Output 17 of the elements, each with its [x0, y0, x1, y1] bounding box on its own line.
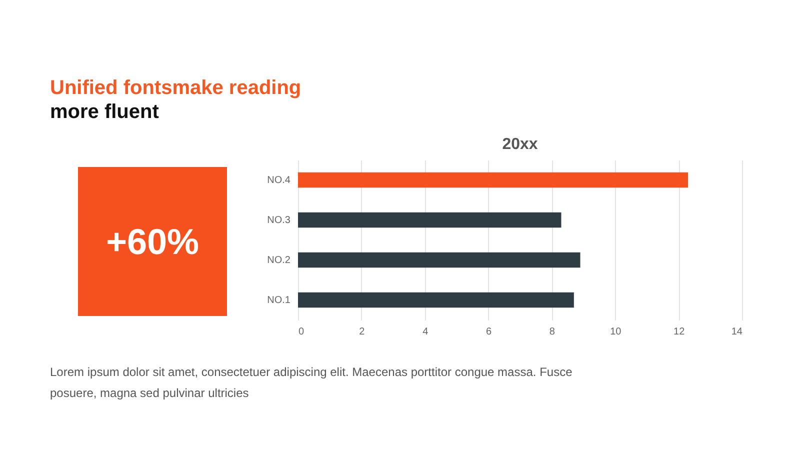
x-tick-label: 6: [486, 326, 492, 338]
x-tick-label: 10: [610, 326, 622, 338]
x-tick-label: 2: [359, 326, 366, 338]
chart-title: 20xx: [502, 136, 538, 153]
text: Unified fontsmake reading: [50, 76, 302, 100]
x-tick-label: 0: [298, 326, 304, 338]
x-tick-label: 4: [422, 326, 429, 338]
y-tick-label: NO.4: [267, 175, 291, 186]
y-tick-label: NO.3: [267, 215, 291, 226]
x-tick-label: 8: [549, 326, 556, 338]
x-tick-label: 14: [731, 326, 743, 338]
y-tick-label: NO.1: [267, 295, 291, 306]
text: Lorem ipsum dolor sit amet, consectetuer adipiscing elit. Maecenas porttitor congue massa. Fusce posuere, magna sed pulvinar ultricies: [50, 364, 574, 402]
x-tick-label: 12: [674, 326, 686, 338]
text: +60%: [106, 220, 200, 262]
text: more fluent: [50, 100, 160, 124]
y-tick-label: NO.2: [267, 255, 291, 266]
